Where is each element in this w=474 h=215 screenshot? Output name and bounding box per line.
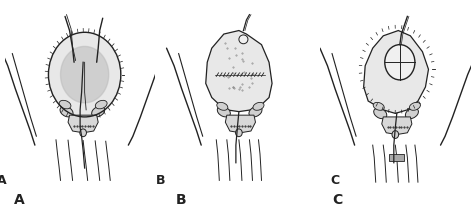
Text: B: B (156, 174, 165, 187)
Ellipse shape (60, 106, 73, 117)
Polygon shape (382, 117, 412, 135)
Ellipse shape (217, 102, 228, 110)
Polygon shape (389, 154, 404, 161)
Polygon shape (225, 115, 255, 133)
Polygon shape (206, 31, 272, 112)
Text: A: A (0, 174, 7, 187)
Polygon shape (61, 46, 109, 103)
Ellipse shape (405, 108, 419, 119)
Circle shape (236, 129, 242, 137)
Polygon shape (48, 32, 121, 117)
Circle shape (385, 45, 415, 80)
Circle shape (392, 131, 399, 138)
Ellipse shape (217, 106, 230, 117)
Polygon shape (364, 31, 428, 113)
Ellipse shape (374, 108, 387, 119)
Ellipse shape (410, 102, 420, 110)
Polygon shape (68, 115, 98, 133)
Text: C: C (330, 174, 340, 187)
Text: C: C (332, 193, 342, 207)
Ellipse shape (373, 102, 384, 110)
Ellipse shape (59, 100, 71, 109)
Circle shape (80, 129, 86, 137)
Ellipse shape (95, 100, 107, 109)
Ellipse shape (249, 106, 262, 117)
Text: A: A (14, 193, 25, 207)
Ellipse shape (91, 106, 105, 117)
Text: B: B (175, 193, 186, 207)
Ellipse shape (239, 35, 248, 44)
Ellipse shape (253, 102, 264, 110)
